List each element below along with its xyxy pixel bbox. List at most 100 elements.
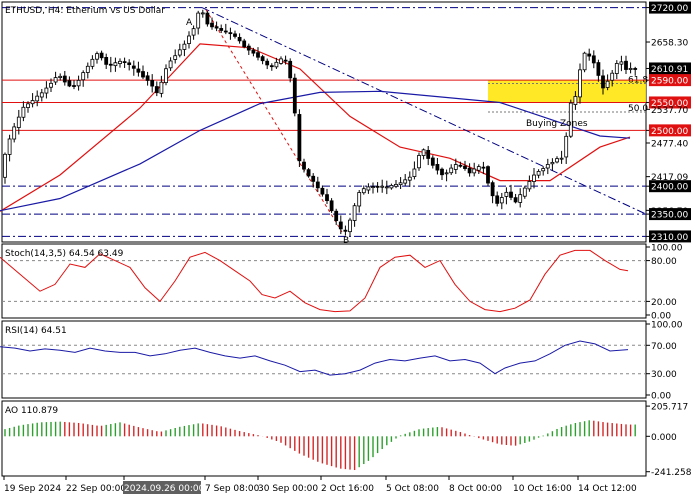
candle-body bbox=[131, 65, 136, 69]
candle-body bbox=[440, 168, 444, 176]
candle-body bbox=[12, 126, 17, 140]
time-label-0: 19 Sep 2024 bbox=[4, 484, 61, 494]
candle-body bbox=[104, 57, 109, 65]
price-tick-11-tag-bg bbox=[649, 208, 691, 221]
candle-body bbox=[403, 179, 408, 184]
candle-body bbox=[610, 72, 615, 81]
candle-body bbox=[601, 75, 605, 89]
time-cursor-bg bbox=[123, 481, 201, 494]
candle-body bbox=[541, 168, 546, 172]
main-frame bbox=[1, 1, 647, 243]
candle-body bbox=[573, 96, 578, 105]
candle-body bbox=[58, 75, 63, 78]
ao-tick-0: 205.717 bbox=[651, 403, 688, 413]
rsi-tick-2: 30.00 bbox=[651, 370, 677, 380]
price-tick-5: 2537.70 bbox=[651, 106, 688, 116]
candle-body bbox=[297, 114, 302, 162]
candle-body bbox=[39, 92, 44, 98]
candle-body bbox=[476, 166, 481, 171]
candle-body bbox=[458, 164, 463, 167]
annotation-buying-zones: Buying Zones bbox=[526, 119, 588, 129]
candle-body bbox=[223, 30, 228, 33]
candle-body bbox=[407, 176, 412, 181]
candle-body bbox=[568, 102, 573, 137]
stoch-tick-1: 80.00 bbox=[651, 257, 677, 267]
candle-body bbox=[44, 87, 49, 94]
candle-body bbox=[30, 100, 35, 105]
candle-body bbox=[412, 168, 417, 177]
candle-body bbox=[522, 187, 527, 197]
candle-body bbox=[108, 63, 113, 66]
candle-body bbox=[90, 58, 95, 67]
annotation-a: A bbox=[186, 18, 193, 28]
candle-body bbox=[302, 161, 306, 170]
candle-body bbox=[628, 67, 633, 70]
candle-body bbox=[449, 167, 454, 174]
candle-body bbox=[624, 60, 628, 70]
candle-body bbox=[260, 56, 265, 62]
candle-body bbox=[532, 174, 536, 182]
candle-body bbox=[159, 81, 164, 94]
candle-body bbox=[527, 181, 532, 190]
candle-body bbox=[513, 197, 518, 203]
time-label-1: 22 Sep 00:00 bbox=[66, 484, 126, 494]
stoch-tick-0: 100.00 bbox=[651, 244, 683, 254]
candle-body bbox=[127, 62, 132, 66]
candle-body bbox=[486, 166, 490, 184]
price-tick-2: 2610.91 bbox=[651, 65, 688, 75]
candle-body bbox=[384, 186, 389, 189]
time-label-8: 10 Oct 16:00 bbox=[513, 484, 572, 494]
candle-body bbox=[325, 194, 329, 202]
rsi-line bbox=[0, 340, 629, 376]
rsi-pane: RSI(14) 64.51 100.00 70.00 30.00 0.00 bbox=[0, 320, 683, 402]
candle-body bbox=[177, 49, 182, 56]
candle-body bbox=[283, 59, 288, 62]
fib-level-label-1: 50.0 bbox=[628, 104, 648, 114]
ao-tick-2: -241.258 bbox=[651, 468, 692, 478]
candle-body bbox=[490, 182, 495, 197]
candle-body bbox=[444, 172, 449, 175]
candle-body bbox=[633, 68, 638, 70]
stoch-tick-3: 0.00 bbox=[651, 312, 671, 322]
moving-average-1 bbox=[0, 90, 631, 212]
candle-body bbox=[279, 58, 283, 64]
candle-body bbox=[545, 164, 550, 169]
candle-body bbox=[371, 186, 375, 188]
price-tick-6: 2500.00 bbox=[651, 127, 688, 137]
price-tick-11: 2350.00 bbox=[651, 211, 688, 221]
candle-body bbox=[173, 55, 178, 60]
candle-body bbox=[53, 77, 58, 83]
price-tick-12-tag-bg bbox=[649, 230, 691, 243]
candle-body bbox=[62, 75, 67, 83]
candle-body bbox=[233, 33, 237, 37]
ao-bars bbox=[4, 420, 636, 471]
candle-body bbox=[72, 85, 76, 87]
candle-body bbox=[311, 175, 316, 182]
rsi-tick-1: 70.00 bbox=[651, 342, 677, 352]
price-tick-3-tag-bg bbox=[649, 74, 691, 87]
ao-label: AO 110.879 bbox=[5, 406, 58, 416]
candle-body bbox=[205, 12, 210, 25]
candle-body bbox=[536, 171, 541, 176]
candle-body bbox=[306, 169, 311, 177]
candle-body bbox=[481, 166, 486, 169]
candle-body bbox=[49, 82, 53, 88]
trendline-resistance bbox=[201, 7, 647, 215]
candle-body bbox=[196, 12, 201, 29]
candle-body bbox=[509, 191, 513, 198]
candle-body bbox=[145, 75, 150, 81]
candle-body bbox=[453, 164, 458, 170]
candle-body bbox=[366, 186, 371, 191]
candle-body bbox=[191, 28, 196, 36]
candle-body bbox=[587, 53, 592, 57]
candle-body bbox=[605, 80, 610, 88]
time-label-2: 2024.09.26 00:00 bbox=[124, 484, 205, 494]
candle-body bbox=[499, 197, 504, 204]
price-tick-0: 2720.00 bbox=[651, 4, 688, 14]
candle-body bbox=[16, 116, 21, 128]
candle-body bbox=[113, 62, 118, 67]
ao-frame bbox=[1, 400, 647, 477]
stochastic-pane: Stoch(14,3,5) 64.54 63.49 100.00 80.00 20.0… bbox=[0, 243, 683, 322]
